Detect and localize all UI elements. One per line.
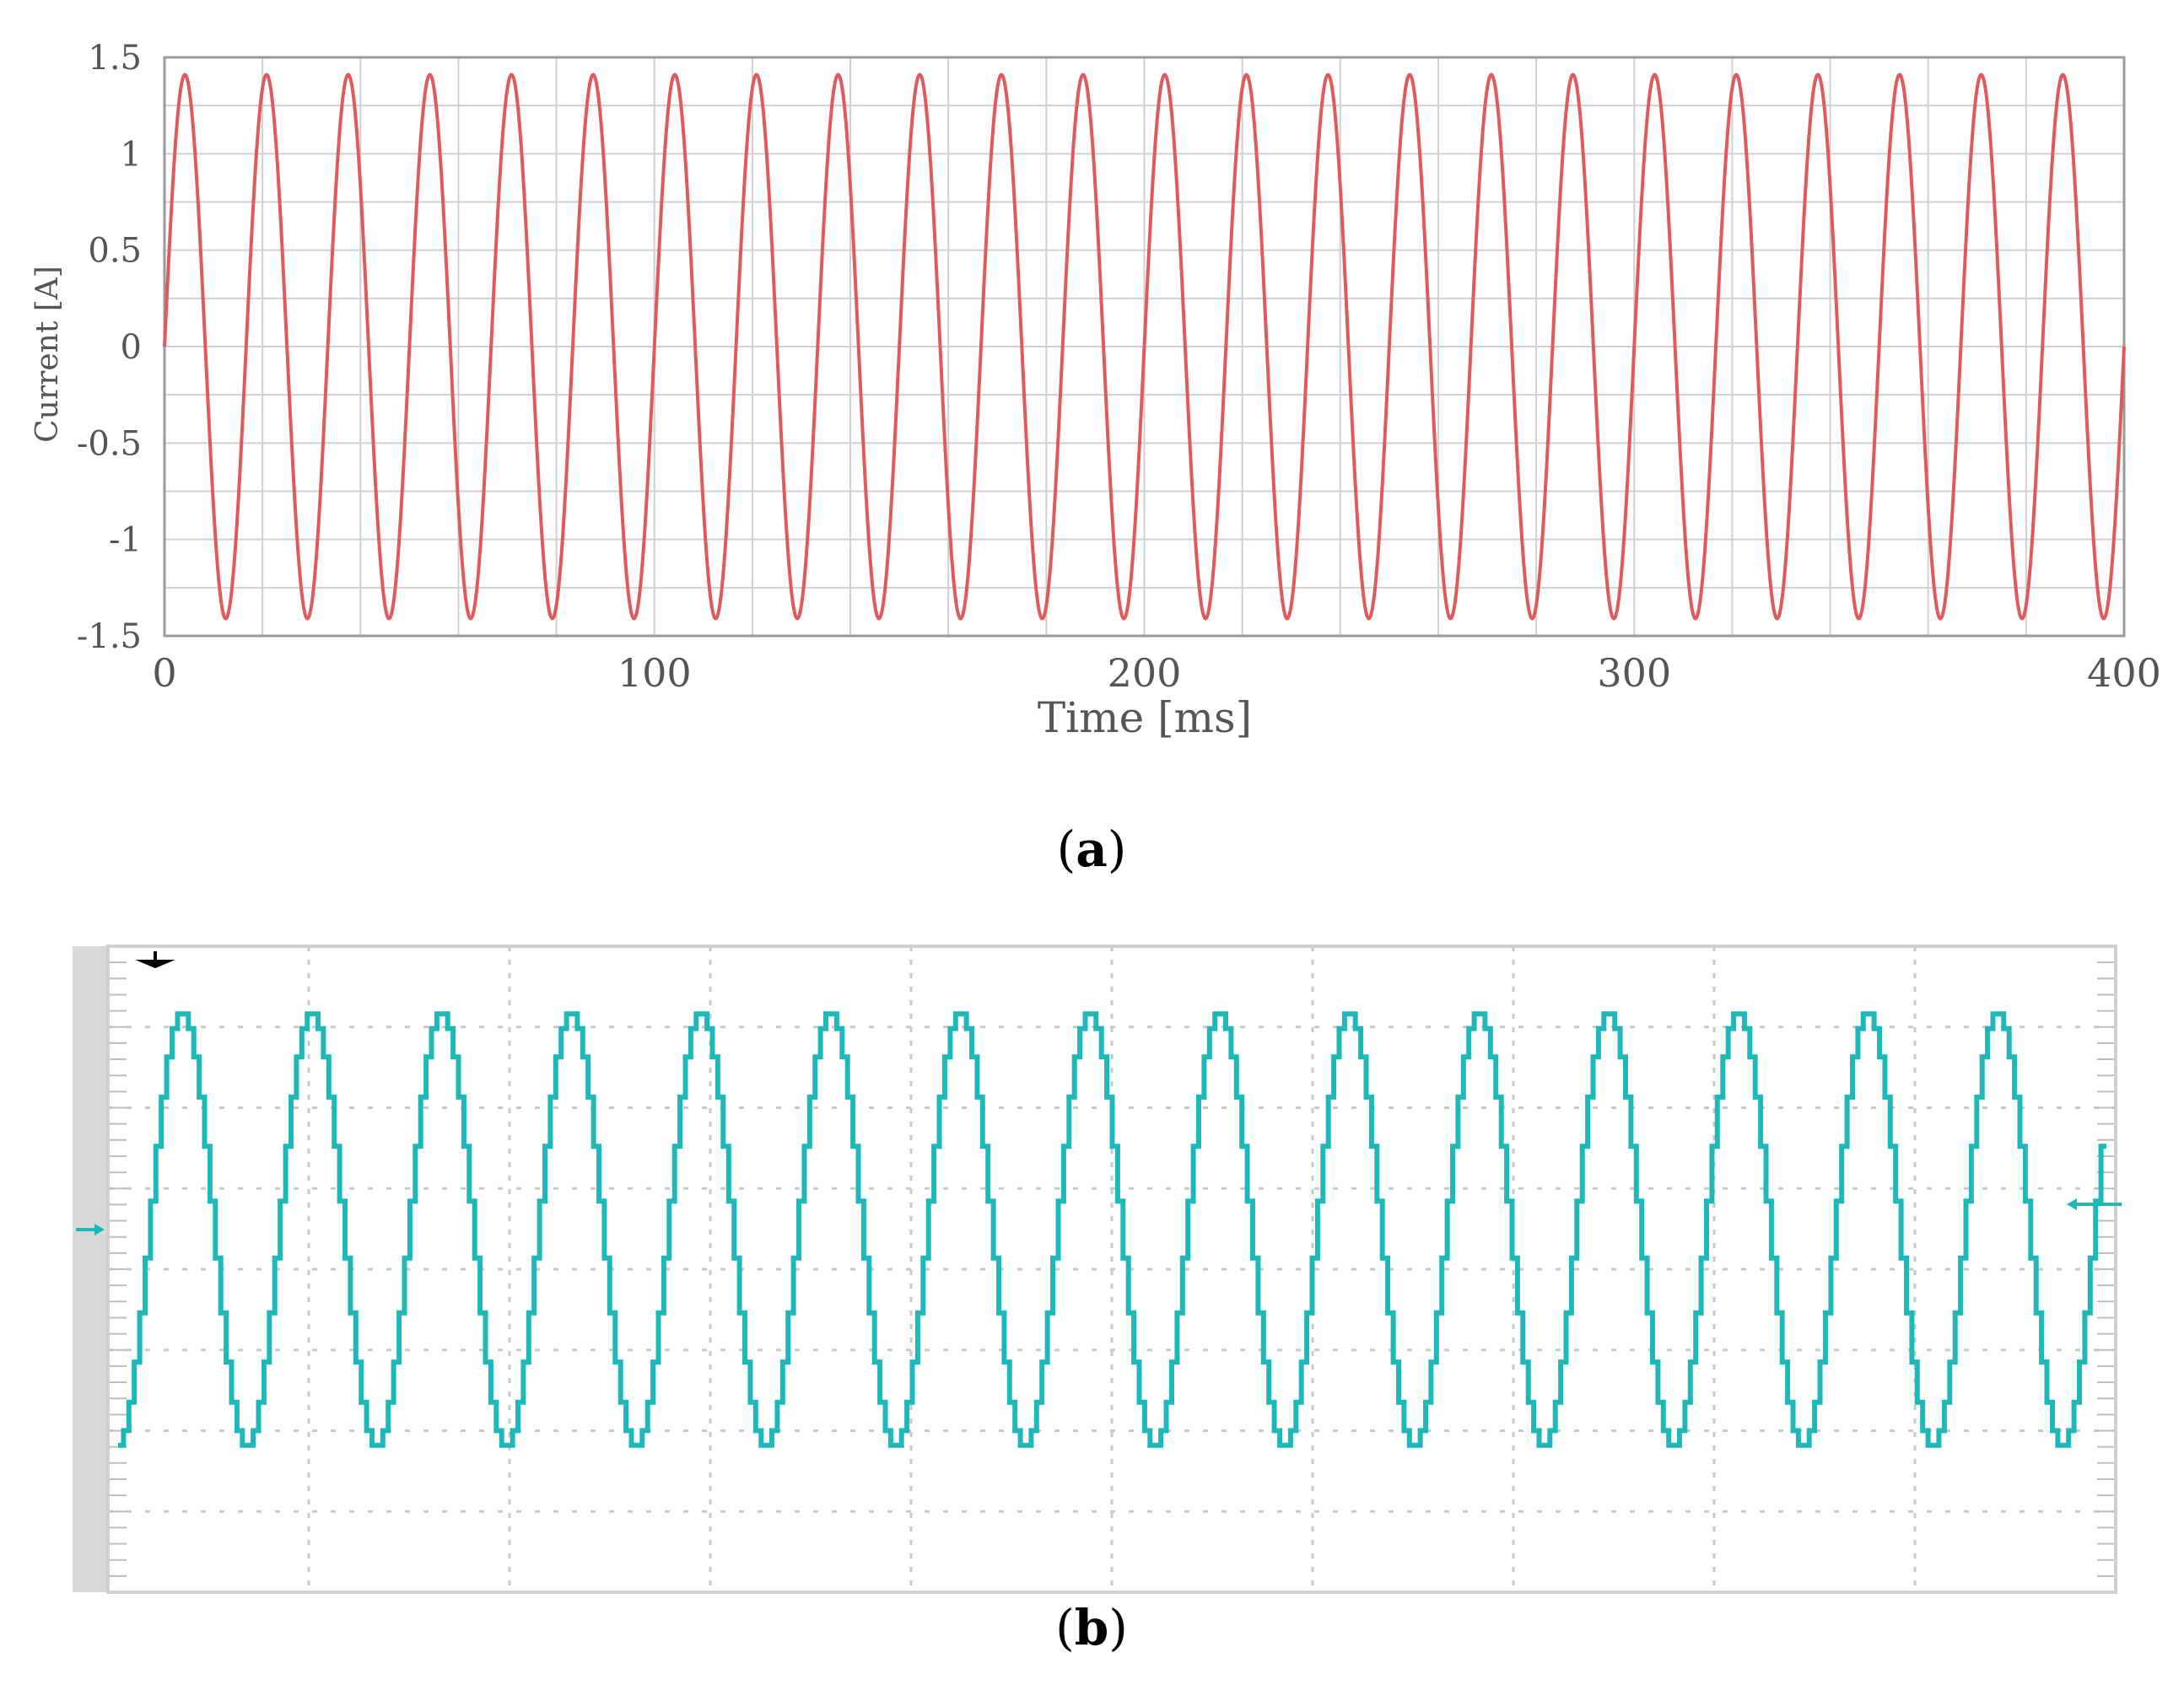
channel-ground-marker-right-icon — [2067, 1198, 2122, 1210]
chart-a-x-tick-label: 300 — [1597, 650, 1671, 696]
chart-b-grid — [108, 946, 2116, 1592]
chart-a-x-axis-label: Time [ms] — [1038, 693, 1252, 742]
chart-a-y-tick-label: 0 — [121, 328, 142, 367]
chart-a: 1.5 1 0.5 0 -0.5 -1 -1.5 0 100 200 300 400 Time [m… — [30, 39, 2161, 878]
chart-a-y-tick-label: 1 — [121, 135, 142, 174]
chart-b: (b) — [73, 945, 2122, 1656]
chart-a-x-tick-label: 400 — [2087, 650, 2161, 696]
trigger-marker-icon — [135, 951, 175, 968]
chart-b-frame — [106, 945, 2117, 1594]
chart-a-y-tick-label: 1.5 — [88, 39, 142, 78]
chart-a-x-tick-label: 100 — [617, 650, 692, 696]
chart-a-series-line — [163, 73, 2126, 621]
caption-a: (a) — [1057, 821, 1127, 878]
channel-ground-marker-left-icon — [76, 1224, 105, 1235]
chart-a-y-tick-label: -0.5 — [77, 424, 142, 463]
caption-b: (b) — [1055, 1599, 1128, 1656]
chart-b-left-strip — [73, 946, 108, 1592]
chart-a-x-ticks: 0 100 200 300 400 — [152, 650, 2161, 696]
chart-a-y-tick-label: -1 — [109, 521, 142, 560]
chart-a-y-axis-label: Current [A] — [30, 266, 65, 443]
chart-b-series-line — [118, 1011, 2106, 1448]
chart-a-x-tick-label: 200 — [1108, 650, 1182, 696]
caption-a-letter: a — [1076, 821, 1108, 878]
chart-a-y-tick-label: -1.5 — [77, 617, 142, 656]
caption-b-letter: b — [1075, 1599, 1109, 1656]
chart-a-y-ticks: 1.5 1 0.5 0 -0.5 -1 -1.5 — [77, 39, 142, 656]
chart-a-x-tick-label: 0 — [152, 650, 176, 696]
chart-a-y-tick-label: 0.5 — [88, 232, 142, 271]
